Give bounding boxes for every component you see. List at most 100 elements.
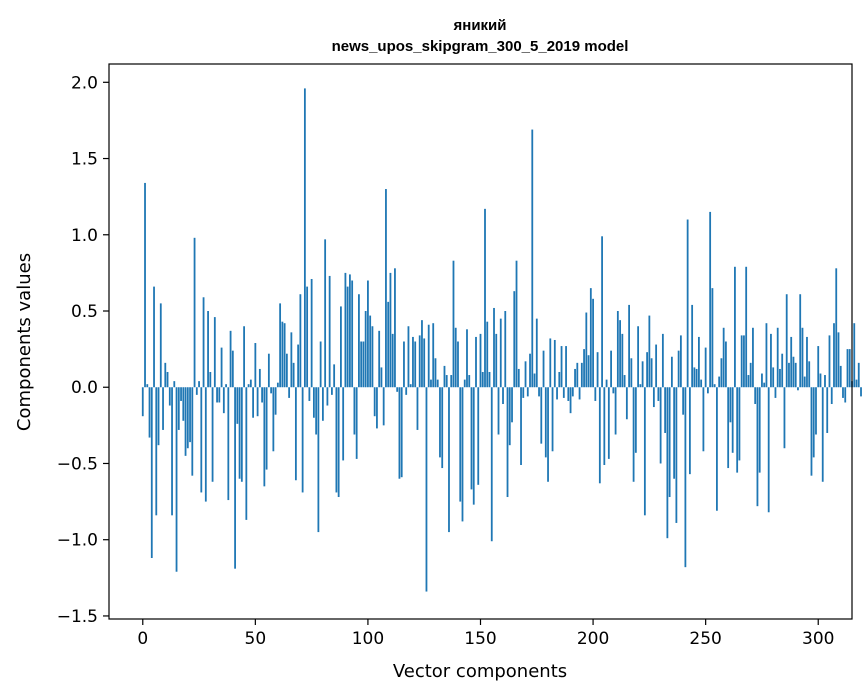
bar-296: [808, 361, 811, 388]
bar-98: [362, 341, 365, 388]
bar-24: [195, 387, 198, 395]
bar-157: [495, 333, 498, 388]
bar-224: [646, 352, 649, 388]
bar-288: [790, 336, 793, 388]
bar-42: [236, 387, 239, 424]
bar-234: [668, 387, 671, 498]
bar-64: [285, 353, 288, 388]
bar-147: [472, 387, 475, 505]
bar-78: [317, 387, 320, 533]
bar-4: [150, 387, 153, 559]
bar-129: [432, 323, 435, 388]
bar-77: [315, 387, 318, 435]
bar-172: [529, 353, 531, 388]
bar-25: [198, 381, 200, 388]
bar-74: [308, 387, 311, 401]
bar-37: [225, 384, 227, 388]
bar-73: [306, 286, 309, 388]
bar-293: [801, 327, 804, 388]
bar-1: [144, 182, 146, 388]
bar-82: [326, 387, 329, 406]
bar-237: [675, 387, 678, 523]
bar-94: [353, 387, 356, 435]
bar-231: [661, 333, 664, 388]
bar-180: [547, 387, 549, 482]
bar-260: [727, 387, 730, 469]
bar-202: [596, 352, 599, 388]
bar-43: [238, 387, 241, 479]
bar-304: [826, 387, 829, 433]
bar-38: [227, 387, 230, 501]
bar-307: [833, 323, 835, 388]
y-tick-label: −0.5: [57, 454, 98, 474]
bar-179: [544, 387, 547, 458]
bar-285: [783, 387, 786, 449]
bar-232: [664, 387, 667, 433]
bar-134: [443, 365, 446, 388]
bar-156: [493, 307, 495, 388]
bar-280: [772, 367, 775, 388]
bar-138: [452, 260, 455, 388]
bar-258: [722, 327, 725, 388]
bar-36: [222, 387, 225, 414]
bar-208: [610, 350, 612, 388]
bar-274: [758, 387, 761, 473]
x-tick-label: 50: [245, 629, 267, 649]
bar-41: [234, 387, 236, 569]
bar-123: [418, 335, 421, 388]
bar-148: [475, 336, 477, 388]
bar-298: [812, 387, 815, 458]
bar-154: [488, 371, 491, 388]
bar-126: [425, 387, 428, 592]
bar-140: [457, 341, 459, 388]
bar-120: [412, 336, 414, 388]
bar-269: [747, 375, 750, 388]
bar-312: [844, 387, 847, 403]
bar-199: [589, 288, 592, 388]
bar-92: [349, 274, 351, 388]
bar-35: [220, 347, 223, 388]
y-tick-label: −1.5: [57, 607, 98, 627]
bar-195: [580, 362, 583, 388]
bar-114: [398, 387, 401, 479]
x-tick-label: 150: [464, 629, 496, 649]
bar-215: [625, 387, 628, 420]
bar-143: [463, 379, 466, 388]
bar-27: [202, 297, 205, 388]
bar-240: [682, 387, 685, 415]
bar-289: [792, 356, 795, 388]
bar-89: [342, 387, 345, 461]
bar-106: [380, 367, 383, 388]
bar-65: [288, 387, 291, 398]
bar-40: [231, 350, 234, 388]
y-tick-label: 1.0: [71, 226, 98, 246]
bar-119: [409, 384, 412, 388]
x-tick-label: 100: [352, 629, 384, 649]
bar-286: [785, 294, 788, 388]
bar-105: [378, 330, 381, 388]
bar-200: [592, 298, 594, 388]
bar-95: [355, 387, 358, 459]
bar-52: [258, 368, 261, 388]
bar-205: [603, 387, 606, 465]
bar-169: [522, 387, 525, 398]
bar-162: [506, 387, 509, 498]
bar-127: [427, 324, 430, 388]
bar-63: [283, 323, 286, 388]
bar-6: [155, 387, 158, 516]
bar-113: [396, 387, 399, 392]
y-axis-label: Components values: [14, 253, 35, 431]
bar-300: [817, 346, 820, 388]
bar-28: [204, 387, 207, 502]
bar-238: [677, 350, 680, 388]
bar-291: [797, 387, 799, 391]
bar-20: [186, 387, 189, 449]
bar-233: [666, 387, 669, 539]
bar-132: [439, 387, 441, 458]
y-tick-label: 1.5: [71, 150, 98, 170]
bar-109: [387, 301, 390, 388]
bar-303: [824, 375, 826, 388]
y-axis-ticks: −1.5 −1.0 −0.5 0.0 0.5 1.0 1.5 2.0: [57, 73, 109, 627]
bar-87: [337, 387, 340, 498]
